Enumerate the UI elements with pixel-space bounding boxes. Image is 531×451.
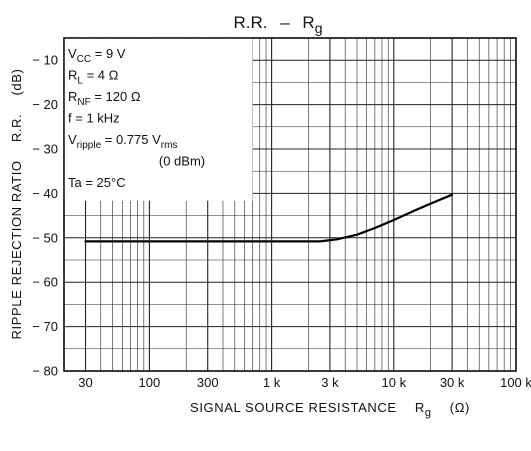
chart-title: R.R. – Rg xyxy=(233,13,322,36)
condition-line: Vripple = 0.775 Vrms xyxy=(68,132,177,151)
conditions-box-background xyxy=(64,38,253,201)
condition-subscript: NF xyxy=(77,97,90,108)
condition-symbol: Ta xyxy=(68,175,83,190)
condition-symbol: V xyxy=(68,132,77,147)
condition-value: = 1 kHz xyxy=(72,111,120,126)
condition-symbol: R xyxy=(68,68,77,83)
y-tick-label: − 40 xyxy=(32,186,58,201)
condition-symbol: f xyxy=(68,111,72,126)
condition-symbol: V xyxy=(68,46,77,61)
chart-title-main: R.R. xyxy=(233,13,267,32)
condition-line: Ta = 25°C xyxy=(68,175,126,190)
condition-line: f = 1 kHz xyxy=(68,111,120,126)
y-axis-label-unit: (dB) xyxy=(9,69,24,96)
x-tick-label: 10 k xyxy=(382,375,407,390)
condition-value: = 120 Ω xyxy=(91,89,141,104)
x-axis-label-text: SIGNAL SOURCE RESISTANCE xyxy=(190,400,397,415)
x-tick-labels: 30 100 300 1 k 3 k 10 k 30 k 100 k xyxy=(78,375,531,390)
y-tick-label: − 30 xyxy=(32,142,58,157)
y-tick-label: − 60 xyxy=(32,275,58,290)
y-axis-label: RIPPLE REJECTION RATIO R.R. (dB) xyxy=(9,69,24,340)
condition-line: RNF = 120 Ω xyxy=(68,89,141,108)
condition-value-subscript: rms xyxy=(161,140,178,151)
x-axis-label-var: R xyxy=(415,400,425,415)
x-axis-label-var-sub: g xyxy=(425,407,432,419)
condition-value: = 25°C xyxy=(82,175,126,190)
series-line xyxy=(84,193,454,243)
series xyxy=(84,193,454,243)
x-tick-label: 100 k xyxy=(500,375,531,390)
plot-frame-outline xyxy=(63,37,517,372)
x-axis-label: SIGNAL SOURCE RESISTANCE Rg (Ω) xyxy=(190,400,470,419)
condition-line: RL = 4 Ω xyxy=(68,68,119,87)
x-axis-label-unit: (Ω) xyxy=(450,400,470,415)
x-tick-label: 100 xyxy=(139,375,161,390)
x-tick-label: 3 k xyxy=(321,375,339,390)
y-tick-label: − 50 xyxy=(32,230,58,245)
chart-title-var-sub: g xyxy=(315,20,323,36)
condition-value: = 0.775 V xyxy=(101,132,161,147)
y-tick-label: − 20 xyxy=(32,97,58,112)
condition-value: = 4 Ω xyxy=(83,68,119,83)
x-tick-label: 30 xyxy=(78,375,92,390)
condition-line: (0 dBm) xyxy=(159,154,205,169)
condition-subscript: ripple xyxy=(77,140,102,151)
y-axis-label-text: RIPPLE REJECTION RATIO xyxy=(9,160,24,339)
chart-title-var: R xyxy=(302,13,314,32)
condition-value: = 9 V xyxy=(91,46,126,61)
x-tick-label: 300 xyxy=(197,375,219,390)
condition-subscript: CC xyxy=(77,54,91,65)
condition-symbol: R xyxy=(68,89,77,104)
y-tick-label: − 10 xyxy=(32,53,58,68)
y-tick-label: − 80 xyxy=(32,364,58,379)
y-tick-label: − 70 xyxy=(32,319,58,334)
y-axis-label-var: R.R. xyxy=(9,114,24,142)
chart-title-sep: – xyxy=(280,13,290,32)
condition-value: (0 dBm) xyxy=(159,154,205,169)
x-tick-label: 30 k xyxy=(440,375,465,390)
x-tick-label: 1 k xyxy=(263,375,281,390)
y-tick-labels: − 10 − 20 − 30 − 40 − 50 − 60 − 70 − 80 xyxy=(32,53,58,379)
condition-subscript: L xyxy=(77,76,83,87)
condition-line: VCC = 9 V xyxy=(68,46,126,65)
